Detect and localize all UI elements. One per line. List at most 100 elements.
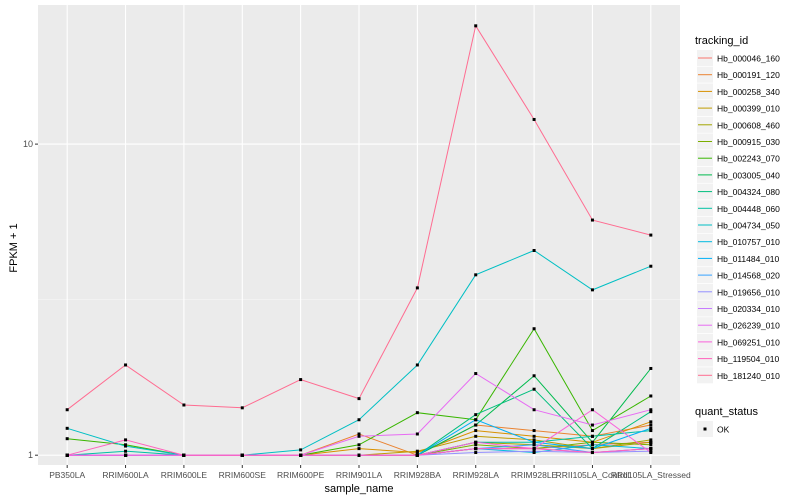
data-point: [474, 24, 478, 28]
x-axis-label: sample_name: [324, 483, 393, 495]
legend-label: Hb_026239_010: [717, 321, 780, 331]
legend-label: Hb_181240_010: [717, 371, 780, 381]
x-tick-label: RRIM600LE: [161, 470, 208, 480]
x-tick-label: RRIM928LE: [511, 470, 558, 480]
data-point: [415, 411, 419, 415]
data-point: [532, 438, 536, 442]
data-point: [532, 447, 536, 451]
data-point: [474, 429, 478, 433]
data-point: [474, 451, 478, 455]
data-point: [649, 426, 653, 430]
legend-label: Hb_011484_010: [717, 254, 780, 264]
data-point: [124, 438, 128, 442]
data-point: [649, 264, 653, 268]
legend-label: Hb_000399_010: [717, 104, 780, 114]
data-point: [415, 363, 419, 367]
data-point: [532, 429, 536, 433]
data-point: [649, 366, 653, 370]
x-tick-label: RRII105LA_Control: [556, 470, 630, 480]
x-tick-label: RRIM901LA: [336, 470, 383, 480]
y-axis: 1 10: [23, 139, 38, 460]
data-point: [124, 363, 128, 367]
data-point: [649, 410, 653, 414]
x-tick-label: PB350LA: [49, 470, 85, 480]
x-tick-label: RRIM600PE: [277, 470, 325, 480]
legend-label: Hb_000258_340: [717, 87, 780, 97]
data-point: [474, 443, 478, 447]
legend-label: Hb_010757_010: [717, 237, 780, 247]
legend2-label: OK: [717, 425, 730, 435]
legend-label: Hb_000608_460: [717, 120, 780, 130]
legend-items: Hb_000046_160 Hb_000191_120 Hb_000258_340 H…: [697, 50, 780, 384]
data-point: [299, 378, 303, 382]
legend-label: Hb_002243_070: [717, 154, 780, 164]
legend-label: Hb_004448_060: [717, 204, 780, 214]
data-point: [532, 387, 536, 391]
data-point: [65, 408, 69, 412]
legend: tracking_id Hb_000046_160Hb_000191_120Hb…: [695, 35, 780, 437]
data-point: [532, 408, 536, 412]
data-point: [299, 453, 303, 457]
data-point: [182, 453, 186, 457]
data-point: [532, 374, 536, 378]
legend-label: Hb_004324_080: [717, 187, 780, 197]
data-point: [474, 447, 478, 451]
data-point: [590, 443, 594, 447]
x-tick-label: RRIM600LA: [102, 470, 149, 480]
data-point: [649, 408, 653, 412]
data-point: [357, 434, 361, 438]
data-point: [357, 418, 361, 422]
data-point: [649, 440, 653, 444]
data-point: [474, 413, 478, 417]
data-point: [532, 443, 536, 447]
data-point: [474, 418, 478, 422]
legend-title: tracking_id: [695, 35, 748, 47]
data-point: [474, 273, 478, 277]
legend-label: Hb_069251_010: [717, 337, 780, 347]
legend-label: Hb_119504_010: [717, 354, 780, 364]
data-point: [649, 438, 653, 442]
data-point: [182, 403, 186, 407]
data-point: [590, 434, 594, 438]
data-point: [590, 408, 594, 412]
data-point: [649, 423, 653, 427]
data-point: [124, 453, 128, 457]
data-point: [124, 444, 128, 448]
data-point: [415, 453, 419, 457]
data-point: [532, 440, 536, 444]
data-point: [649, 429, 653, 433]
data-point: [649, 233, 653, 237]
data-point: [299, 448, 303, 452]
legend-label: Hb_004734_050: [717, 221, 780, 231]
y-axis-label: FPKM + 1: [8, 223, 20, 272]
data-point: [532, 449, 536, 453]
legend2-items: OK: [697, 421, 730, 437]
data-point: [415, 449, 419, 453]
legend2-title: quant_status: [695, 406, 758, 418]
data-point: [590, 429, 594, 433]
data-point: [590, 440, 594, 444]
data-point: [474, 440, 478, 444]
data-point: [357, 443, 361, 447]
data-point: [357, 432, 361, 436]
data-point: [532, 434, 536, 438]
legend-label: Hb_000046_160: [717, 54, 780, 64]
legend2-swatch: [703, 427, 707, 431]
data-point: [649, 443, 653, 447]
x-tick-label: RRII105LA_Stressed: [611, 470, 691, 480]
legend-label: Hb_003005_040: [717, 170, 780, 180]
data-point: [65, 426, 69, 430]
data-point: [240, 453, 244, 457]
data-point: [649, 451, 653, 455]
legend-label: Hb_014568_020: [717, 271, 780, 281]
data-point: [590, 218, 594, 222]
data-point: [532, 327, 536, 331]
data-point: [415, 432, 419, 436]
data-point: [357, 453, 361, 457]
data-point: [240, 406, 244, 410]
x-tick-label: RRIM928BA: [394, 470, 442, 480]
data-point: [124, 449, 128, 453]
data-point: [474, 434, 478, 438]
legend-label: Hb_000191_120: [717, 70, 780, 80]
